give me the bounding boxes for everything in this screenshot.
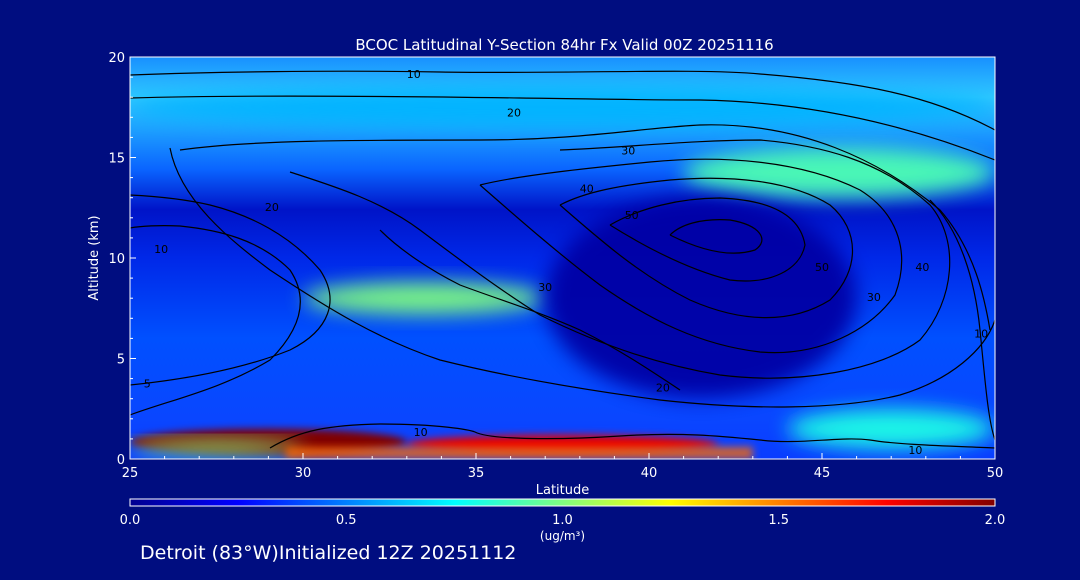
contour-line-9 [609,197,806,282]
contour-line-6 [289,139,951,379]
plot-area: 10 10 10 10 10 20 20 20 30 30 30 40 40 50 50 5 [130,57,995,459]
x-tick-label-5: 50 [987,466,1004,481]
x-tick-label-0: 25 [122,466,139,481]
colorbar-tick-label-2: 1.0 [552,513,573,528]
contour-label-10: 30 [867,291,881,304]
y-tick-label-0: 0 [117,453,125,468]
contour-lines [130,70,995,449]
contour-label-12: 40 [915,261,929,274]
y-tick-label-2: 10 [108,252,125,267]
contour-line-8 [559,177,854,319]
contour-line-13 [929,199,995,441]
contour-label-3: 10 [407,68,421,81]
chart-title: BCOC Latitudinal Y-Section 84hr Fx Valid… [355,36,773,54]
x-axis-label: Latitude [536,483,590,498]
x-tick-label-3: 40 [641,466,658,481]
y-axis-label: Altitude (km) [87,215,102,300]
y-tick-label-3: 15 [108,152,125,167]
contour-line-0 [130,225,301,416]
x-tick-label-4: 45 [814,466,831,481]
contour-label-5: 20 [265,201,279,214]
contour-label-7: 20 [656,382,670,395]
x-tick-label-2: 35 [468,466,485,481]
contour-label-0: 10 [154,243,168,256]
contour-line-3 [130,95,995,161]
contour-label-4: 10 [974,327,988,340]
contour-label-6: 20 [507,106,521,119]
field-cell-3 [303,282,546,315]
field-cell-5 [130,87,995,128]
contour-label-2: 10 [908,444,922,457]
contour-line-7 [479,158,903,354]
x-tick-label-1: 30 [295,466,312,481]
colorbar-tick-label-0: 0.0 [120,513,141,528]
contour-line-5 [169,147,995,408]
footer-caption: Detroit (83°W)Initialized 12Z 20251112 [140,542,517,564]
field-cell-2 [130,440,303,455]
colorbar [129,498,996,507]
colorbar-tick-label-1: 0.5 [336,513,357,528]
contour-line-2 [130,70,995,131]
contour-label-9: 30 [621,144,635,157]
colorbar-tick-label-4: 2.0 [985,513,1006,528]
colorbar-tick-label-3: 1.5 [768,513,789,528]
field-cell-4 [683,147,995,198]
y-tick-label-4: 20 [108,51,125,66]
colorbar-unit-label: (ug/m³) [540,529,585,543]
contour-label-11: 40 [580,183,594,196]
contour-line-11 [269,423,995,449]
y-tick-label-1: 5 [117,353,125,368]
contour-line-12 [379,229,681,391]
contour-line-1 [130,194,331,386]
field-surface-band [285,446,753,459]
contour-label-14: 50 [815,261,829,274]
contour-line-10 [669,219,763,254]
contour-label-1: 10 [414,426,428,439]
contour-label-8: 30 [538,281,552,294]
field-cell-7 [545,197,857,399]
contour-line-4 [179,124,991,331]
contour-label-13: 50 [625,209,639,222]
contour-label-15: 5 [144,378,151,391]
